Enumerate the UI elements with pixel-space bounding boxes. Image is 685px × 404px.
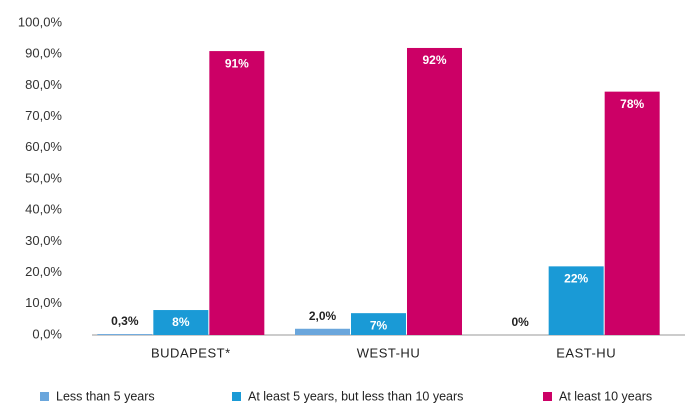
x-tick-label: WEST-HU xyxy=(357,345,420,360)
data-label: 78% xyxy=(620,97,644,111)
legend-label: Less than 5 years xyxy=(56,389,155,403)
bar xyxy=(604,91,660,335)
data-label: 91% xyxy=(225,56,249,70)
bar xyxy=(97,334,153,335)
y-tick-label: 10,0% xyxy=(25,295,62,310)
y-tick-label: 60,0% xyxy=(25,139,62,154)
y-tick-label: 40,0% xyxy=(25,202,62,217)
data-label: 0% xyxy=(511,315,529,329)
y-tick-label: 20,0% xyxy=(25,264,62,279)
y-tick-label: 70,0% xyxy=(25,108,62,123)
legend-label: At least 10 years xyxy=(559,389,652,403)
data-label: 7% xyxy=(370,318,388,332)
y-tick-label: 90,0% xyxy=(25,46,62,61)
data-label: 0,3% xyxy=(111,314,139,328)
legend-swatch xyxy=(543,392,552,401)
x-tick-label: BUDAPEST* xyxy=(151,345,231,360)
y-tick-label: 0,0% xyxy=(32,326,62,341)
bar xyxy=(209,51,265,336)
bar xyxy=(407,47,462,336)
data-label: 22% xyxy=(564,272,588,286)
data-label: 2,0% xyxy=(309,309,337,323)
bar xyxy=(351,313,406,335)
y-tick-label: 80,0% xyxy=(25,77,62,92)
legend-swatch xyxy=(232,392,241,401)
y-tick-label: 30,0% xyxy=(25,233,62,248)
data-label: 8% xyxy=(172,315,190,329)
legend-label: At least 5 years, but less than 10 years xyxy=(248,389,463,403)
legend-swatch xyxy=(40,392,49,401)
data-label: 92% xyxy=(422,53,446,67)
bar xyxy=(548,266,604,335)
x-tick-label: EAST-HU xyxy=(556,345,616,360)
bar xyxy=(153,310,209,335)
y-tick-label: 50,0% xyxy=(25,170,62,185)
y-tick-label: 100,0% xyxy=(18,14,63,29)
bar xyxy=(295,328,350,335)
